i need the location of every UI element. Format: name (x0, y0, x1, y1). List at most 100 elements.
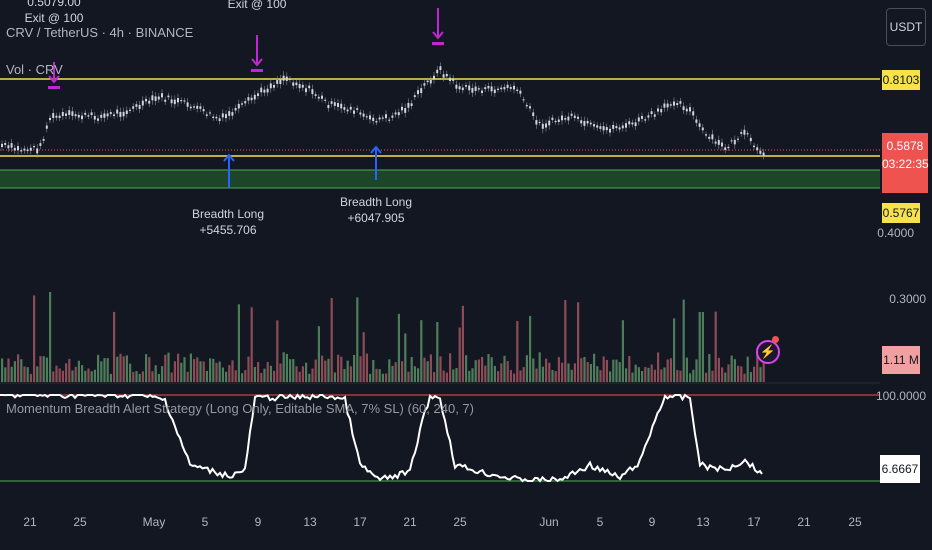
price-candle (730, 140, 733, 142)
volume-bar (97, 354, 100, 382)
price-candle (29, 147, 32, 151)
price-candle (378, 117, 381, 120)
volume-bar (407, 371, 410, 382)
volume-bar (68, 358, 71, 382)
price-candle (487, 85, 490, 89)
price-candle (391, 115, 394, 118)
volume-bar (593, 353, 596, 382)
price-candle (455, 84, 458, 89)
volume-bar (660, 369, 663, 382)
price-candle (161, 93, 163, 98)
volume-bar (71, 370, 74, 382)
annotation-long-1-line1: Breadth Long (191, 207, 265, 221)
annotation-long-2-line1: Breadth Long (339, 195, 413, 209)
volume-bar (468, 370, 471, 382)
volume-bar (186, 371, 189, 382)
price-candle (90, 112, 93, 116)
volume-bar (647, 367, 650, 382)
volume-bar (548, 362, 551, 382)
price-candle (157, 96, 160, 100)
price-candle (717, 140, 720, 145)
price-candle (298, 84, 301, 89)
annotation-long-1: Breadth Long +5455.706 (192, 206, 264, 238)
price-candle (570, 113, 573, 116)
price-candle (13, 147, 16, 151)
price-candle (698, 123, 701, 127)
volume-bar (113, 311, 116, 382)
price-candle (314, 94, 317, 96)
volume-bar (717, 357, 720, 382)
volume-bar (429, 354, 432, 382)
volume-bars (1, 292, 765, 382)
price-candle (650, 111, 653, 115)
volume-bar (154, 365, 157, 382)
price-candle (433, 75, 435, 80)
volume-bar (221, 367, 224, 382)
volume-bar (727, 364, 730, 382)
price-candle (404, 108, 407, 113)
volume-bar (103, 358, 106, 382)
volume-bar (561, 362, 564, 382)
volume-bar (36, 366, 39, 382)
volume-bar (317, 326, 320, 382)
price-candle (548, 120, 551, 126)
price-candle (394, 112, 397, 115)
volume-bar (410, 357, 413, 382)
volume-bar (183, 357, 186, 382)
volume-bar (23, 366, 26, 382)
annotation-long-2: Breadth Long +6047.905 (340, 194, 412, 226)
volume-bar (116, 356, 119, 382)
volume-bar (394, 362, 397, 382)
price-candle (660, 109, 663, 113)
price-candle (554, 120, 557, 123)
price-candle (708, 136, 711, 139)
price-candle (618, 127, 621, 130)
volume-bar (52, 371, 55, 382)
volume-bar (589, 363, 592, 382)
lightning-icon[interactable]: ⚡ (756, 340, 780, 364)
price-candle (100, 114, 103, 118)
volume-bar (209, 358, 212, 382)
price-candle (525, 104, 528, 107)
price-candle (266, 88, 269, 93)
volume-bar (692, 369, 695, 382)
price-candle (289, 78, 291, 80)
volume-bar (701, 312, 704, 382)
price-candle (513, 85, 515, 90)
price-candle (26, 149, 29, 152)
price-candle (532, 112, 535, 117)
currency-button[interactable]: USDT (886, 8, 926, 46)
volume-bar (106, 358, 109, 382)
price-candle (711, 134, 714, 140)
indicator-legend[interactable]: Momentum Breadth Alert Strategy (Long On… (6, 401, 474, 416)
price-candle (189, 106, 192, 109)
price-candle (36, 148, 39, 154)
exit-marker-arrow (251, 58, 263, 67)
price-candle (497, 88, 499, 90)
volume-bar (196, 357, 199, 382)
volume-bar (10, 366, 13, 382)
volume-bar (724, 372, 727, 382)
volume-bar (669, 358, 672, 382)
volume-bar (81, 365, 84, 382)
price-candle (545, 123, 547, 128)
price-candle (529, 106, 531, 109)
price-candle (593, 124, 595, 127)
volume-bar (756, 353, 759, 382)
volume-bar (167, 352, 170, 382)
volume-bar (420, 320, 423, 382)
price-candle (429, 79, 432, 84)
price-candle (106, 113, 109, 117)
symbol-title[interactable]: CRV / TetherUS · 4h · BINANCE (6, 25, 194, 40)
volume-bar (481, 356, 484, 382)
volume-bar (573, 363, 576, 382)
price-candle (42, 139, 45, 141)
price-candle (330, 101, 333, 104)
countdown-timer: 03:22:35 (882, 157, 929, 171)
volume-bar (474, 360, 477, 382)
volume-bar (657, 352, 660, 382)
volume-legend[interactable]: Vol · CRV (6, 62, 63, 77)
price-candle (381, 117, 384, 119)
volume-bar (308, 373, 311, 382)
